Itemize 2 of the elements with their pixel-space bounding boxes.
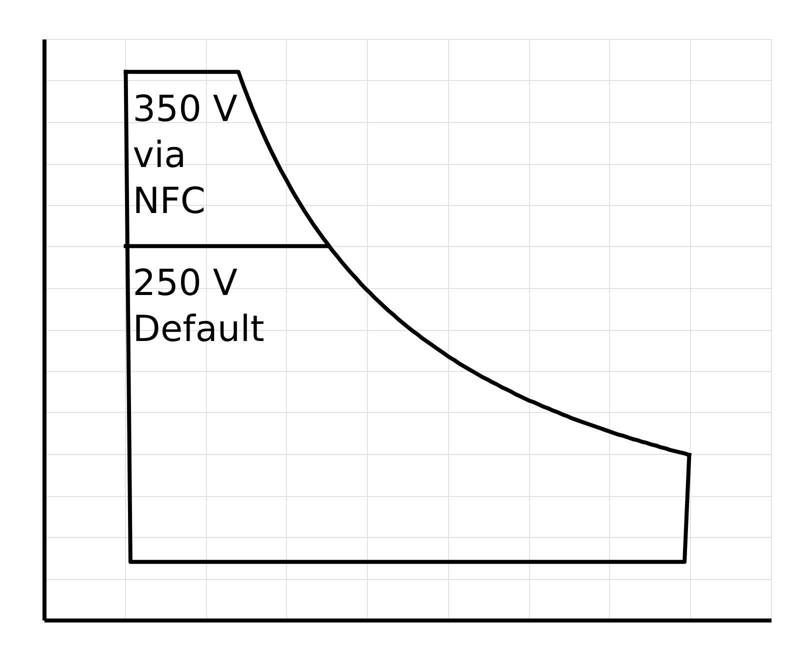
annotation: 350 V via NFC bbox=[132, 88, 238, 222]
annotation: 250 V Default bbox=[132, 263, 264, 350]
